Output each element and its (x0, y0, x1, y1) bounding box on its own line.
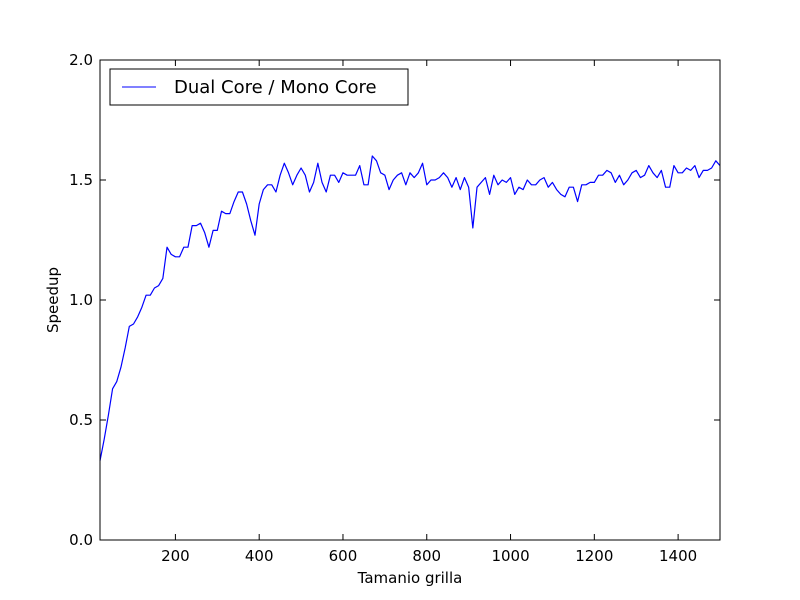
tick-labels: 200 400 600 800 1000 1200 1400 0.0 0.5 1.0 1.5 2.0 (69, 51, 697, 565)
y-tick-label: 1.5 (69, 171, 93, 189)
plot-area-frame (99, 59, 721, 541)
legend-box (109, 68, 409, 106)
legend-label: Dual Core / Mono Core (174, 77, 377, 98)
legend: Dual Core / Mono Core (109, 68, 409, 106)
x-tick-label: 600 (329, 547, 358, 565)
axis-ticks (100, 59, 720, 541)
series-layer (99, 155, 721, 461)
x-tick-label: 200 (161, 547, 190, 565)
y-axis-title: Speedup (44, 267, 62, 333)
x-tick-label: 800 (412, 547, 441, 565)
y-tick-label: 1.0 (69, 291, 93, 309)
x-tick-label: 1200 (575, 547, 613, 565)
x-tick-label: 1000 (491, 547, 529, 565)
y-tick-label: 2.0 (69, 51, 93, 69)
x-axis-title: Tamanio grilla (357, 569, 463, 587)
x-tick-label: 400 (245, 547, 274, 565)
x-tick-label: 1400 (659, 547, 697, 565)
y-tick-label: 0.0 (69, 531, 93, 549)
series-line (99, 155, 721, 461)
y-tick-label: 0.5 (69, 411, 93, 429)
